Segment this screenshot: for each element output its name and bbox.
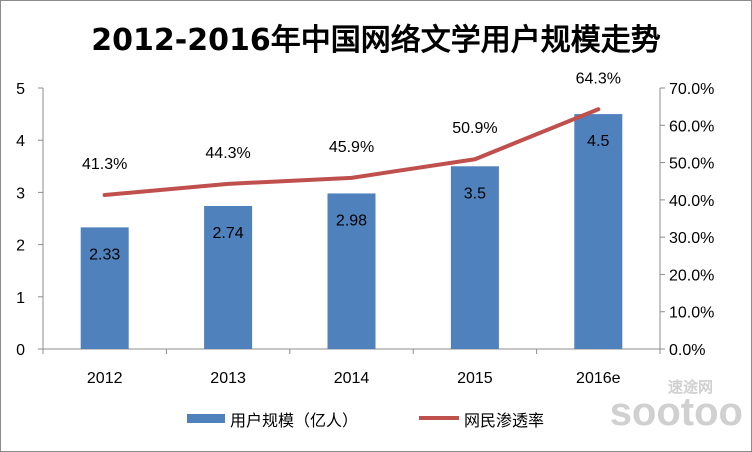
chart-title: 2012-2016年中国网络文学用户规模走势 [91,23,661,58]
bar [327,193,376,349]
bar-data-label: 2.33 [89,246,120,263]
left-tick-label: 4 [16,133,25,150]
right-tick-label: 30.0% [669,230,714,247]
watermark-logo: sootoo [610,390,743,434]
x-tick-label: 2014 [334,370,370,387]
line-data-label: 45.9% [329,139,374,156]
bar [450,166,499,349]
left-tick-label: 3 [16,185,25,202]
left-tick-label: 0 [16,342,25,359]
right-tick-label: 70.0% [669,81,714,98]
bar-data-label: 4.5 [587,133,609,150]
x-tick-label: 2016e [576,370,621,387]
line-data-label: 50.9% [452,120,497,137]
x-tick-label: 2015 [457,370,493,387]
line-data-label: 64.3% [576,70,621,87]
x-tick-label: 2012 [87,370,123,387]
line-data-label: 44.3% [205,145,250,162]
line-data-label: 41.3% [82,156,127,173]
right-tick-label: 40.0% [669,193,714,210]
right-tick-label: 50.0% [669,156,714,173]
bar [574,114,623,349]
bar-data-label: 2.98 [336,212,367,229]
left-tick-label: 1 [16,290,25,307]
penetration-line [102,107,601,198]
watermark-cn: 速途网 [668,378,713,396]
right-tick-label: 20.0% [669,267,714,284]
left-tick-label: 5 [16,81,25,98]
right-tick-label: 10.0% [669,305,714,322]
legend-label-bar: 用户规模（亿人） [230,411,358,430]
bar-data-label: 2.74 [213,225,244,242]
x-tick-label: 2013 [210,370,246,387]
legend-swatch-bar [187,414,225,423]
legend-label-line: 网民渗透率 [464,411,544,430]
right-tick-label: 0.0% [669,342,705,359]
left-tick-label: 2 [16,238,25,255]
bar-data-label: 3.5 [464,185,486,202]
right-tick-label: 60.0% [669,118,714,135]
bar [204,205,253,349]
bar [80,227,129,349]
